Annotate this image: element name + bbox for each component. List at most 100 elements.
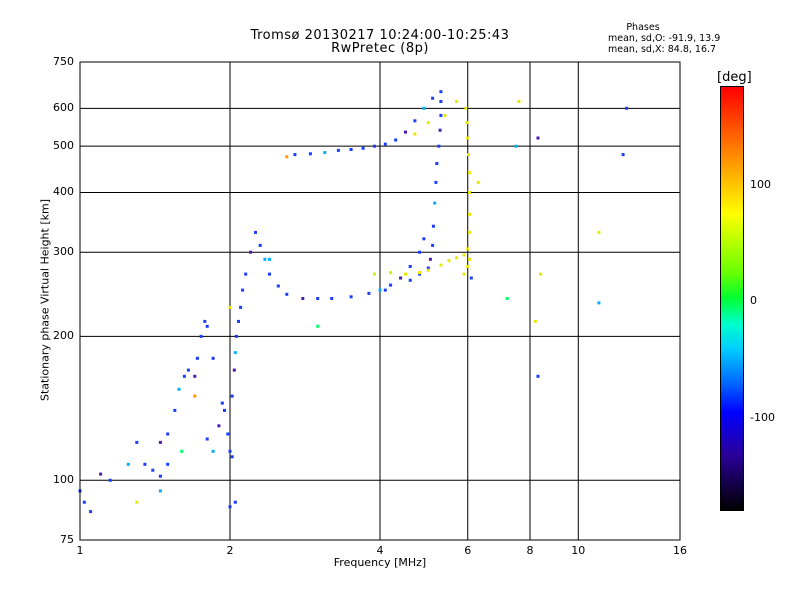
echo-point [469,276,473,280]
echo-point [431,96,435,100]
echo-point [505,297,509,300]
echo-point [373,272,376,276]
echo-point [239,305,243,309]
echo-point [625,106,629,110]
echo-point [217,424,221,428]
echo-point [468,257,471,261]
echo-point [173,408,177,412]
plot-frame [79,61,681,541]
echo-point [211,356,215,360]
echo-point [301,297,305,300]
echo-point [408,265,412,268]
data-points [78,90,629,514]
echo-point [389,283,393,287]
echo-point [439,90,443,94]
echo-point [468,212,471,216]
echo-point [182,374,186,378]
y-tick-label: 600 [53,101,74,115]
echo-point [143,462,147,466]
echo-point [597,301,601,305]
echo-point [399,276,403,280]
x-tick-label: 6 [464,544,472,557]
echo-point [186,368,190,372]
echo-point [428,257,432,261]
echo-point [249,250,253,254]
echo-point [233,351,237,355]
echo-point [99,472,103,476]
echo-point [199,334,203,338]
echo-point [373,144,376,148]
y-tick-label: 500 [53,139,74,153]
echo-point [426,121,430,125]
echo-point [394,138,398,142]
echo-point [465,121,469,125]
echo-point [158,474,162,478]
echo-point [466,247,470,251]
echo-point [462,253,466,257]
echo-point [205,437,209,441]
echo-point [89,510,93,514]
echo-point [285,155,289,159]
echo-point [426,266,430,270]
echo-point [237,319,240,323]
echo-point [228,305,232,309]
x-tick-label: 1 [76,544,84,557]
echo-point [413,132,417,136]
phase-stats-heading: Phases [626,22,660,33]
echo-point [468,191,471,194]
echo-point [223,408,226,412]
echo-point [413,119,417,123]
echo-point [443,113,447,117]
echo-point [408,278,412,282]
echo-point [166,432,170,436]
echo-point [466,265,470,268]
echo-point [126,462,130,466]
echo-point [389,271,393,275]
phase-stats-o-mode: mean, sd,O: -91.9, 13.9 [608,33,721,44]
echo-point [539,272,543,276]
echo-point [336,148,340,152]
echo-point [455,100,459,103]
chart-title: Tromsø 20130217 10:24:00-10:25:43 [250,28,510,43]
echo-point [476,180,480,184]
echo-point [367,291,371,295]
echo-point [241,288,245,292]
chart-subtitle: RwPretec (8p) [331,41,429,56]
echo-point [464,106,468,110]
echo-point [439,113,443,117]
echo-point [268,272,271,276]
colorbar-tick-100: 100 [750,178,771,191]
echo-point [158,440,162,444]
y-tick-label: 100 [53,473,74,487]
echo-point [455,256,459,260]
echo-point [439,100,443,103]
echo-point [323,151,327,154]
echo-point [383,288,387,292]
echo-point [536,136,540,140]
echo-point [378,288,382,292]
echo-point [316,324,320,328]
echo-point [258,243,262,247]
echo-point [426,268,430,272]
echo-point [158,489,162,493]
y-tick-label: 400 [53,185,74,199]
y-tick-label: 75 [60,533,74,546]
x-tick-label: 2 [226,544,234,557]
echo-point [404,130,407,134]
echo-point [234,334,238,338]
echo-point [517,100,521,103]
colorbar-unit-label: [deg] [717,70,752,85]
echo-point [597,230,601,234]
y-tick-label: 200 [53,329,74,343]
x-tick-label: 4 [376,544,384,557]
x-axis-label: Frequency [MHz] [333,556,427,569]
x-tick-label: 10 [571,544,586,557]
echo-point [135,440,139,444]
echo-point [439,263,443,267]
echo-point [462,272,466,276]
echo-point [232,368,236,372]
echo-point [254,230,257,234]
echo-point [349,295,353,299]
echo-point [349,148,353,151]
echo-point [466,136,470,140]
